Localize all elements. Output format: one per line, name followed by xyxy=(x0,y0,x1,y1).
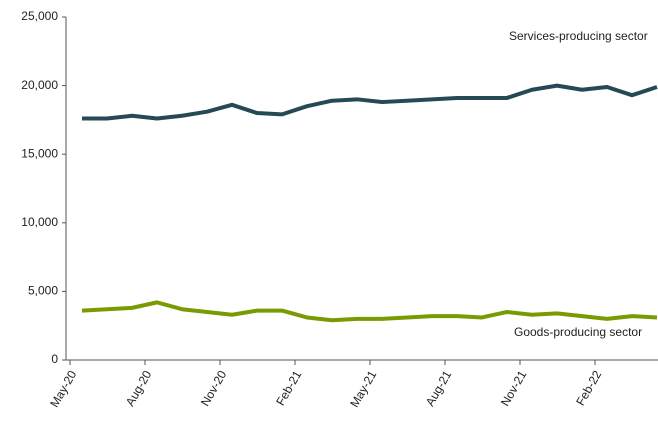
y-tick-label: 10,000 xyxy=(21,215,58,229)
x-tick-label: Feb-21 xyxy=(273,368,304,408)
y-tick-label: 0 xyxy=(51,352,58,366)
x-tick-label: Aug-21 xyxy=(423,368,455,409)
x-tick-label: May-20 xyxy=(47,368,79,410)
x-tick-label: Feb-22 xyxy=(573,368,604,408)
series-label: Goods-producing sector xyxy=(514,325,642,339)
x-tick-label: Nov-20 xyxy=(198,368,230,409)
y-tick-label: 15,000 xyxy=(21,146,58,160)
y-tick-label: 5,000 xyxy=(28,284,58,298)
series-line xyxy=(82,83,658,121)
series-label: Services-producing sector xyxy=(509,29,648,43)
x-tick-label: Nov-21 xyxy=(498,368,530,409)
x-tick-label: Aug-20 xyxy=(123,368,155,409)
y-tick-label: 25,000 xyxy=(21,9,58,23)
x-tick-label: May-21 xyxy=(347,368,379,410)
y-tick-label: 20,000 xyxy=(21,78,58,92)
series-line xyxy=(81,300,658,323)
